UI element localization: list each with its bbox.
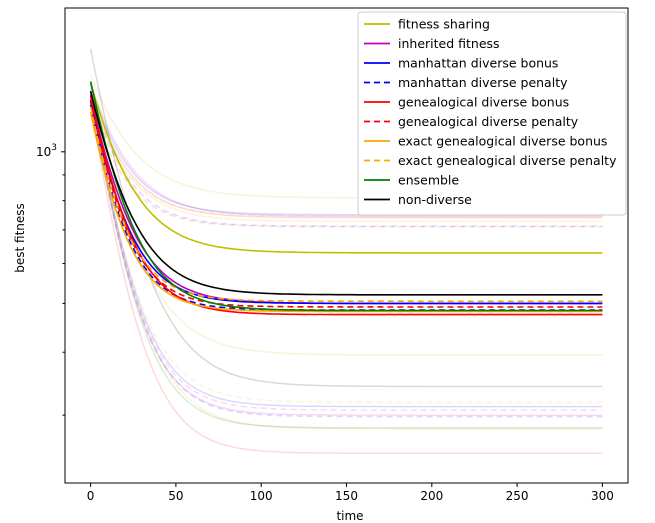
- x-axis-label: time: [336, 509, 363, 523]
- faded-run-line: [89, 94, 603, 411]
- y-axis-ticks: 103: [36, 143, 65, 416]
- faded-run-line: [89, 94, 603, 219]
- x-tick-label: 300: [591, 489, 614, 503]
- faded-run-line: [89, 86, 603, 356]
- faded-run-line: [89, 84, 603, 217]
- faded-run-line: [89, 102, 603, 455]
- legend-label: manhattan diverse bonus: [398, 56, 558, 71]
- legend-label: ensemble: [398, 173, 459, 188]
- x-tick-label: 100: [250, 489, 273, 503]
- series-line: [89, 82, 603, 254]
- x-tick-label: 200: [420, 489, 443, 503]
- faded-run-line: [89, 90, 603, 408]
- legend: fitness sharing inherited fitness manhatta…: [357, 11, 627, 216]
- legend-label: exact genealogical diverse penalty: [398, 153, 617, 168]
- x-tick-label: 250: [506, 489, 529, 503]
- faded-run-line: [89, 94, 603, 227]
- legend-label: non-diverse: [398, 192, 472, 207]
- faded-run-line: [89, 97, 603, 223]
- legend-label: exact genealogical diverse bonus: [398, 134, 607, 149]
- series-lines: [89, 81, 603, 316]
- y-tick-label: 103: [36, 143, 57, 159]
- x-tick-label: 50: [168, 489, 183, 503]
- legend-label: fitness sharing: [398, 17, 490, 32]
- series-line: [89, 90, 603, 296]
- series-line: [89, 111, 603, 313]
- faded-run-line: [89, 92, 603, 429]
- legend-label: genealogical diverse penalty: [398, 114, 579, 129]
- legend-label: manhattan diverse penalty: [398, 75, 568, 90]
- y-axis-label: best fitness: [13, 203, 27, 273]
- x-axis-ticks: 0 50 100 150 200 250 300: [87, 483, 614, 503]
- faded-run-line: [89, 94, 603, 430]
- x-tick-label: 150: [335, 489, 358, 503]
- series-line: [89, 81, 603, 312]
- faded-run-lines: [89, 48, 603, 455]
- x-tick-label: 0: [87, 489, 95, 503]
- legend-label: genealogical diverse bonus: [398, 95, 569, 110]
- faded-run-line: [89, 95, 603, 418]
- series-line: [89, 94, 603, 316]
- faded-run-line: [89, 101, 603, 404]
- legend-label: inherited fitness: [398, 36, 500, 51]
- faded-run-line: [89, 48, 603, 388]
- faded-run-line: [89, 97, 603, 416]
- legend-box: [357, 11, 627, 216]
